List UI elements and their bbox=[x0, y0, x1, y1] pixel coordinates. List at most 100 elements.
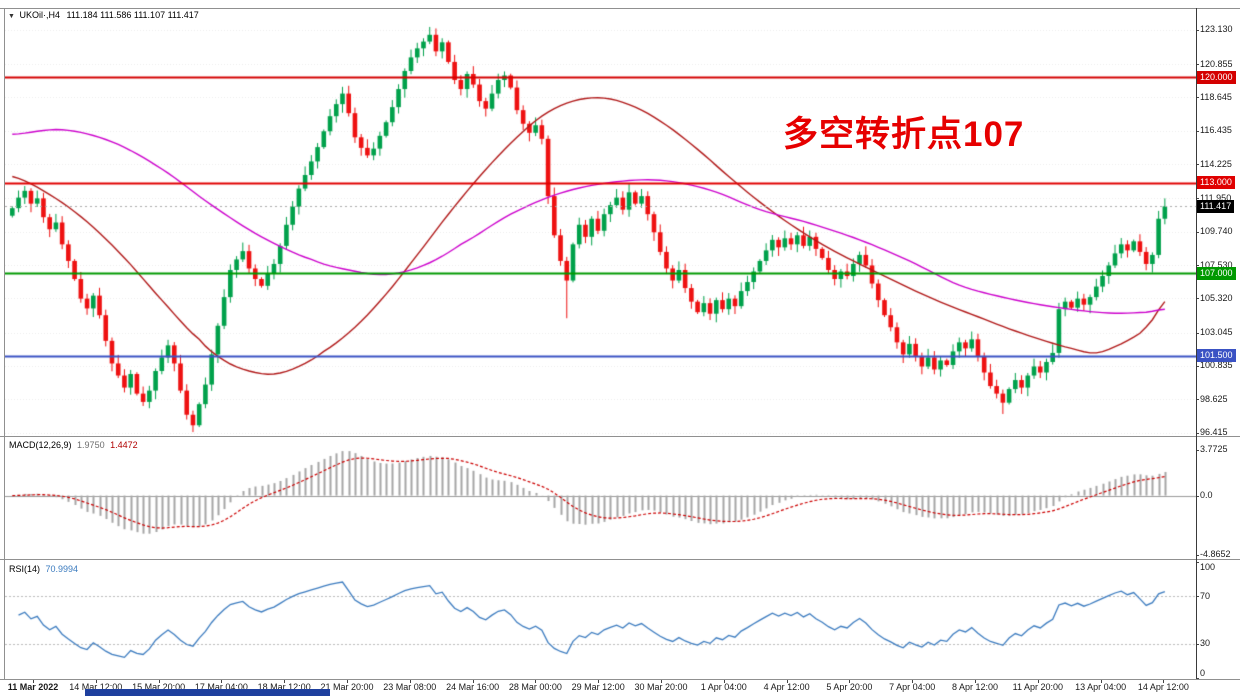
macd-axis-label: 3.7725 bbox=[1200, 444, 1228, 455]
price-axis-label: 105.320 bbox=[1200, 292, 1233, 303]
rsi-axis-label: 30 bbox=[1200, 638, 1211, 649]
hline-price-tag-101: 101.500 bbox=[1197, 349, 1236, 363]
axis-tick bbox=[849, 679, 850, 683]
axis-tick bbox=[347, 679, 348, 683]
price-axis-label: 118.645 bbox=[1200, 91, 1232, 102]
rsi-name: RSI(14) bbox=[9, 564, 41, 574]
macd-label: MACD(12,26,9) 1.9750 1.4472 bbox=[9, 440, 138, 450]
time-axis-label: 11 Apr 20:00 bbox=[1012, 682, 1063, 692]
axis-tick bbox=[1196, 131, 1199, 132]
panel-separator-macd[interactable] bbox=[0, 436, 1240, 437]
hline-price-tag-120: 120.000 bbox=[1197, 70, 1236, 84]
window-border-left bbox=[4, 8, 5, 679]
price-axis-label: 98.625 bbox=[1200, 393, 1228, 404]
axis-tick bbox=[535, 679, 536, 683]
time-axis-label: 14 Apr 12:00 bbox=[1137, 682, 1189, 692]
axis-tick bbox=[724, 679, 725, 683]
symbol-timeframe-label: UKOil·,H4 bbox=[19, 10, 60, 20]
time-axis-label: 23 Mar 08:00 bbox=[383, 682, 437, 692]
time-axis-label: 30 Mar 20:00 bbox=[634, 682, 688, 692]
macd-name: MACD(12,26,9) bbox=[9, 440, 72, 450]
price-axis-line bbox=[1196, 8, 1197, 679]
time-axis-line bbox=[0, 679, 1240, 680]
time-axis-label: 14 Mar 12:00 bbox=[69, 682, 123, 692]
time-axis-label: 13 Apr 04:00 bbox=[1075, 682, 1127, 692]
axis-tick bbox=[221, 679, 222, 683]
axis-tick bbox=[1163, 679, 1164, 683]
axis-tick bbox=[912, 679, 913, 683]
time-axis-label: 11 Mar 2022 bbox=[7, 682, 59, 692]
time-axis-label: 24 Mar 16:00 bbox=[446, 682, 500, 692]
macd-indicator-chart[interactable] bbox=[5, 437, 1196, 559]
axis-tick bbox=[1196, 678, 1199, 679]
axis-tick bbox=[787, 679, 788, 683]
price-axis-label: 96.415 bbox=[1200, 427, 1228, 438]
axis-tick bbox=[1196, 232, 1199, 233]
time-axis-label: 18 Mar 12:00 bbox=[257, 682, 311, 692]
rsi-axis-label: 100 bbox=[1200, 562, 1216, 572]
axis-tick bbox=[1196, 496, 1199, 497]
time-axis-label: 7 Apr 04:00 bbox=[889, 682, 936, 692]
axis-tick bbox=[1196, 644, 1199, 645]
rsi-label: RSI(14) 70.9994 bbox=[9, 564, 78, 574]
axis-tick bbox=[1196, 366, 1199, 367]
macd-signal-value: 1.4472 bbox=[110, 440, 138, 450]
rsi-value: 70.9994 bbox=[45, 564, 79, 574]
rsi-axis-label: 70 bbox=[1200, 590, 1211, 601]
panel-separator-rsi[interactable] bbox=[0, 559, 1240, 560]
axis-tick bbox=[159, 679, 160, 683]
window-border-top bbox=[0, 8, 1240, 9]
axis-tick bbox=[1196, 298, 1199, 299]
axis-tick bbox=[473, 679, 474, 683]
macd-axis-label: -4.8652 bbox=[1200, 549, 1231, 560]
axis-tick bbox=[1196, 450, 1199, 451]
collapse-icon[interactable]: ▼ bbox=[8, 13, 15, 20]
axis-tick bbox=[1196, 97, 1199, 98]
axis-tick bbox=[1038, 679, 1039, 683]
hline-price-tag-113: 113.000 bbox=[1197, 176, 1235, 190]
axis-tick bbox=[1196, 198, 1199, 199]
rsi-indicator-chart[interactable] bbox=[5, 561, 1196, 679]
axis-tick bbox=[1196, 555, 1199, 556]
axis-tick bbox=[1196, 333, 1199, 334]
axis-tick bbox=[410, 679, 411, 683]
time-axis-label: 21 Mar 20:00 bbox=[320, 682, 374, 692]
rsi-axis-label: 0 bbox=[1200, 668, 1206, 678]
time-axis-label: 4 Apr 12:00 bbox=[763, 682, 810, 692]
time-axis-label: 8 Apr 12:00 bbox=[951, 682, 999, 692]
price-axis-label: 109.740 bbox=[1200, 226, 1233, 237]
taskbar-fragment bbox=[85, 689, 330, 696]
main-price-chart[interactable] bbox=[5, 8, 1196, 436]
axis-tick bbox=[284, 679, 285, 683]
axis-tick bbox=[1196, 164, 1199, 165]
price-axis-label: 120.855 bbox=[1200, 58, 1233, 69]
macd-axis-label: 0.0 bbox=[1200, 490, 1213, 501]
time-axis-label: 28 Mar 00:00 bbox=[508, 682, 562, 692]
axis-tick bbox=[1196, 433, 1199, 434]
axis-tick bbox=[661, 679, 662, 683]
time-axis-label: 5 Apr 20:00 bbox=[826, 682, 873, 692]
time-axis-label: 15 Mar 20:00 bbox=[132, 682, 186, 692]
price-axis-label: 116.435 bbox=[1200, 125, 1232, 136]
axis-tick bbox=[598, 679, 599, 683]
hline-price-tag-107: 107.000 bbox=[1197, 266, 1236, 280]
ohlc-values: 111.184 111.586 111.107 111.417 bbox=[66, 10, 199, 20]
price-axis-label: 103.045 bbox=[1200, 327, 1233, 338]
chart-annotation-text: 多空转折点107 bbox=[783, 115, 1025, 154]
axis-tick bbox=[1196, 265, 1199, 266]
price-axis-label: 111.950 bbox=[1200, 192, 1232, 203]
price-axis-label: 123.130 bbox=[1200, 24, 1233, 35]
time-axis-label: 17 Mar 04:00 bbox=[194, 682, 248, 692]
axis-tick bbox=[1196, 399, 1199, 400]
axis-tick bbox=[975, 679, 976, 683]
chart-title: ▼ UKOil·,H4 111.184 111.586 111.107 111.… bbox=[8, 10, 199, 20]
price-axis-label: 107.530 bbox=[1200, 259, 1233, 270]
axis-tick bbox=[1101, 679, 1102, 683]
price-axis-label: 100.835 bbox=[1200, 360, 1233, 371]
current-price-tag: 111.417 bbox=[1197, 199, 1235, 213]
axis-tick bbox=[96, 679, 97, 683]
axis-tick bbox=[33, 679, 34, 683]
time-axis-label: 1 Apr 04:00 bbox=[700, 682, 747, 692]
axis-tick bbox=[1196, 562, 1199, 563]
